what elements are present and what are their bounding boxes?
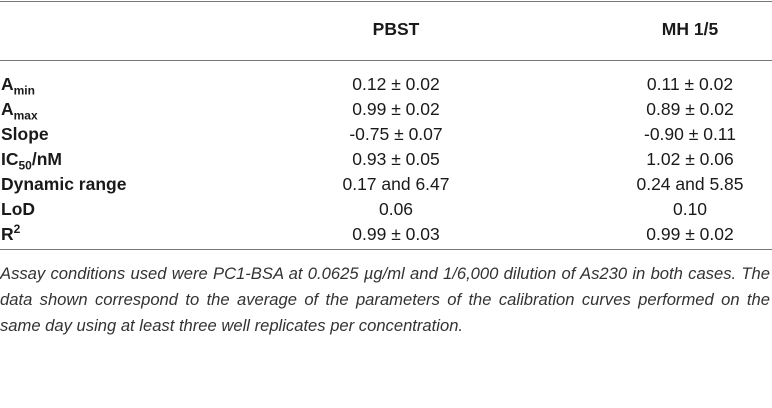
table-row: Amax 0.99 ± 0.02 0.89 ± 0.02 — [0, 97, 772, 122]
row-label: LoD — [1, 197, 35, 222]
label-script: min — [13, 83, 35, 98]
table-cell: 1.02 ± 0.06 — [646, 149, 734, 169]
label-text: /nM — [31, 149, 62, 169]
label-text: A — [1, 74, 14, 94]
row-label: Dynamic range — [1, 172, 126, 197]
table-row: Dynamic range 0.17 and 6.47 0.24 and 5.85 — [0, 172, 772, 197]
table-cell: 0.89 ± 0.02 — [646, 99, 734, 119]
table-cell: 0.93 ± 0.05 — [352, 149, 440, 169]
table-row: IC50/nM 0.93 ± 0.05 1.02 ± 0.06 — [0, 147, 772, 172]
table-row: Slope -0.75 ± 0.07 -0.90 ± 0.11 — [0, 122, 772, 147]
row-label: R2 — [1, 222, 20, 247]
table-cell: -0.90 ± 0.11 — [644, 124, 736, 144]
table-cell: 0.99 ± 0.03 — [352, 224, 440, 244]
row-label: Amax — [1, 97, 38, 122]
table-cell: 0.99 ± 0.02 — [646, 224, 734, 244]
label-text: Slope — [1, 124, 49, 144]
bottom-rule — [0, 249, 772, 250]
row-label: Slope — [1, 122, 49, 147]
table-cell: 0.06 — [378, 199, 414, 219]
label-text: IC — [1, 149, 19, 169]
table-row: LoD 0.06 0.10 — [0, 197, 772, 222]
top-rule — [0, 1, 772, 2]
column-header: MH 1/5 — [661, 19, 719, 39]
label-text: A — [1, 99, 14, 119]
table-cell: 0.17 and 6.47 — [342, 174, 450, 194]
label-text: LoD — [1, 199, 36, 219]
table-cell: 0.99 ± 0.02 — [352, 99, 440, 119]
row-label: IC50/nM — [1, 147, 62, 172]
table-cell: -0.75 ± 0.07 — [349, 124, 443, 144]
table-cell: 0.24 and 5.85 — [636, 174, 744, 194]
table-cell: 0.12 ± 0.02 — [352, 74, 440, 94]
footnote: Assay conditions used were PC1-BSA at 0.… — [0, 264, 770, 335]
header-rule — [0, 60, 772, 61]
header-row: PBST MH 1/5 — [0, 17, 772, 42]
label-script: 50 — [18, 158, 32, 173]
label-script: max — [13, 108, 38, 123]
label-text: Dynamic range — [1, 174, 127, 194]
row-label: Amin — [1, 72, 35, 97]
table-row: Amin 0.12 ± 0.02 0.11 ± 0.02 — [0, 72, 772, 97]
label-text: R — [1, 224, 14, 244]
column-header: PBST — [372, 19, 420, 39]
table-cell: 0.11 ± 0.02 — [646, 74, 734, 94]
table-row: R2 0.99 ± 0.03 0.99 ± 0.02 — [0, 222, 772, 247]
table-cell: 0.10 — [672, 199, 708, 219]
label-script: 2 — [13, 222, 21, 237]
